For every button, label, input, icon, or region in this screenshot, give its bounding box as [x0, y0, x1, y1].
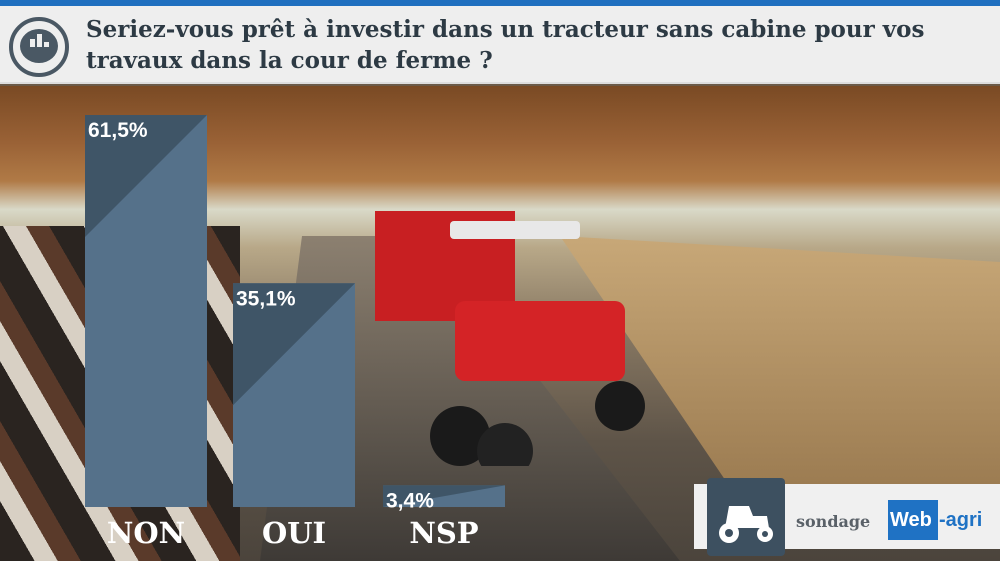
poll-chart-bubble-icon: [9, 17, 69, 77]
brand-web-logo: Web: [888, 500, 938, 540]
header: Seriez-vous prêt à investir dans un trac…: [0, 6, 1000, 84]
category-label: OUI: [262, 516, 326, 550]
tractor-icon: [707, 478, 785, 556]
brand-sondage-text: sondage: [796, 512, 871, 531]
data-label: 35,1%: [236, 287, 296, 310]
brand-agri-logo: -agri: [939, 509, 983, 531]
bar-shade: [233, 283, 355, 406]
page-title: Seriez-vous prêt à investir dans un trac…: [86, 16, 925, 74]
tractor-photo: [375, 211, 645, 466]
data-label: 61,5%: [88, 119, 148, 142]
top-accent-bar: [0, 0, 1000, 6]
category-label: NON: [107, 516, 185, 550]
data-label: 3,4%: [386, 489, 434, 512]
bar-shade: [85, 115, 207, 237]
bar-shade: [383, 485, 505, 507]
category-label: NSP: [409, 516, 478, 550]
